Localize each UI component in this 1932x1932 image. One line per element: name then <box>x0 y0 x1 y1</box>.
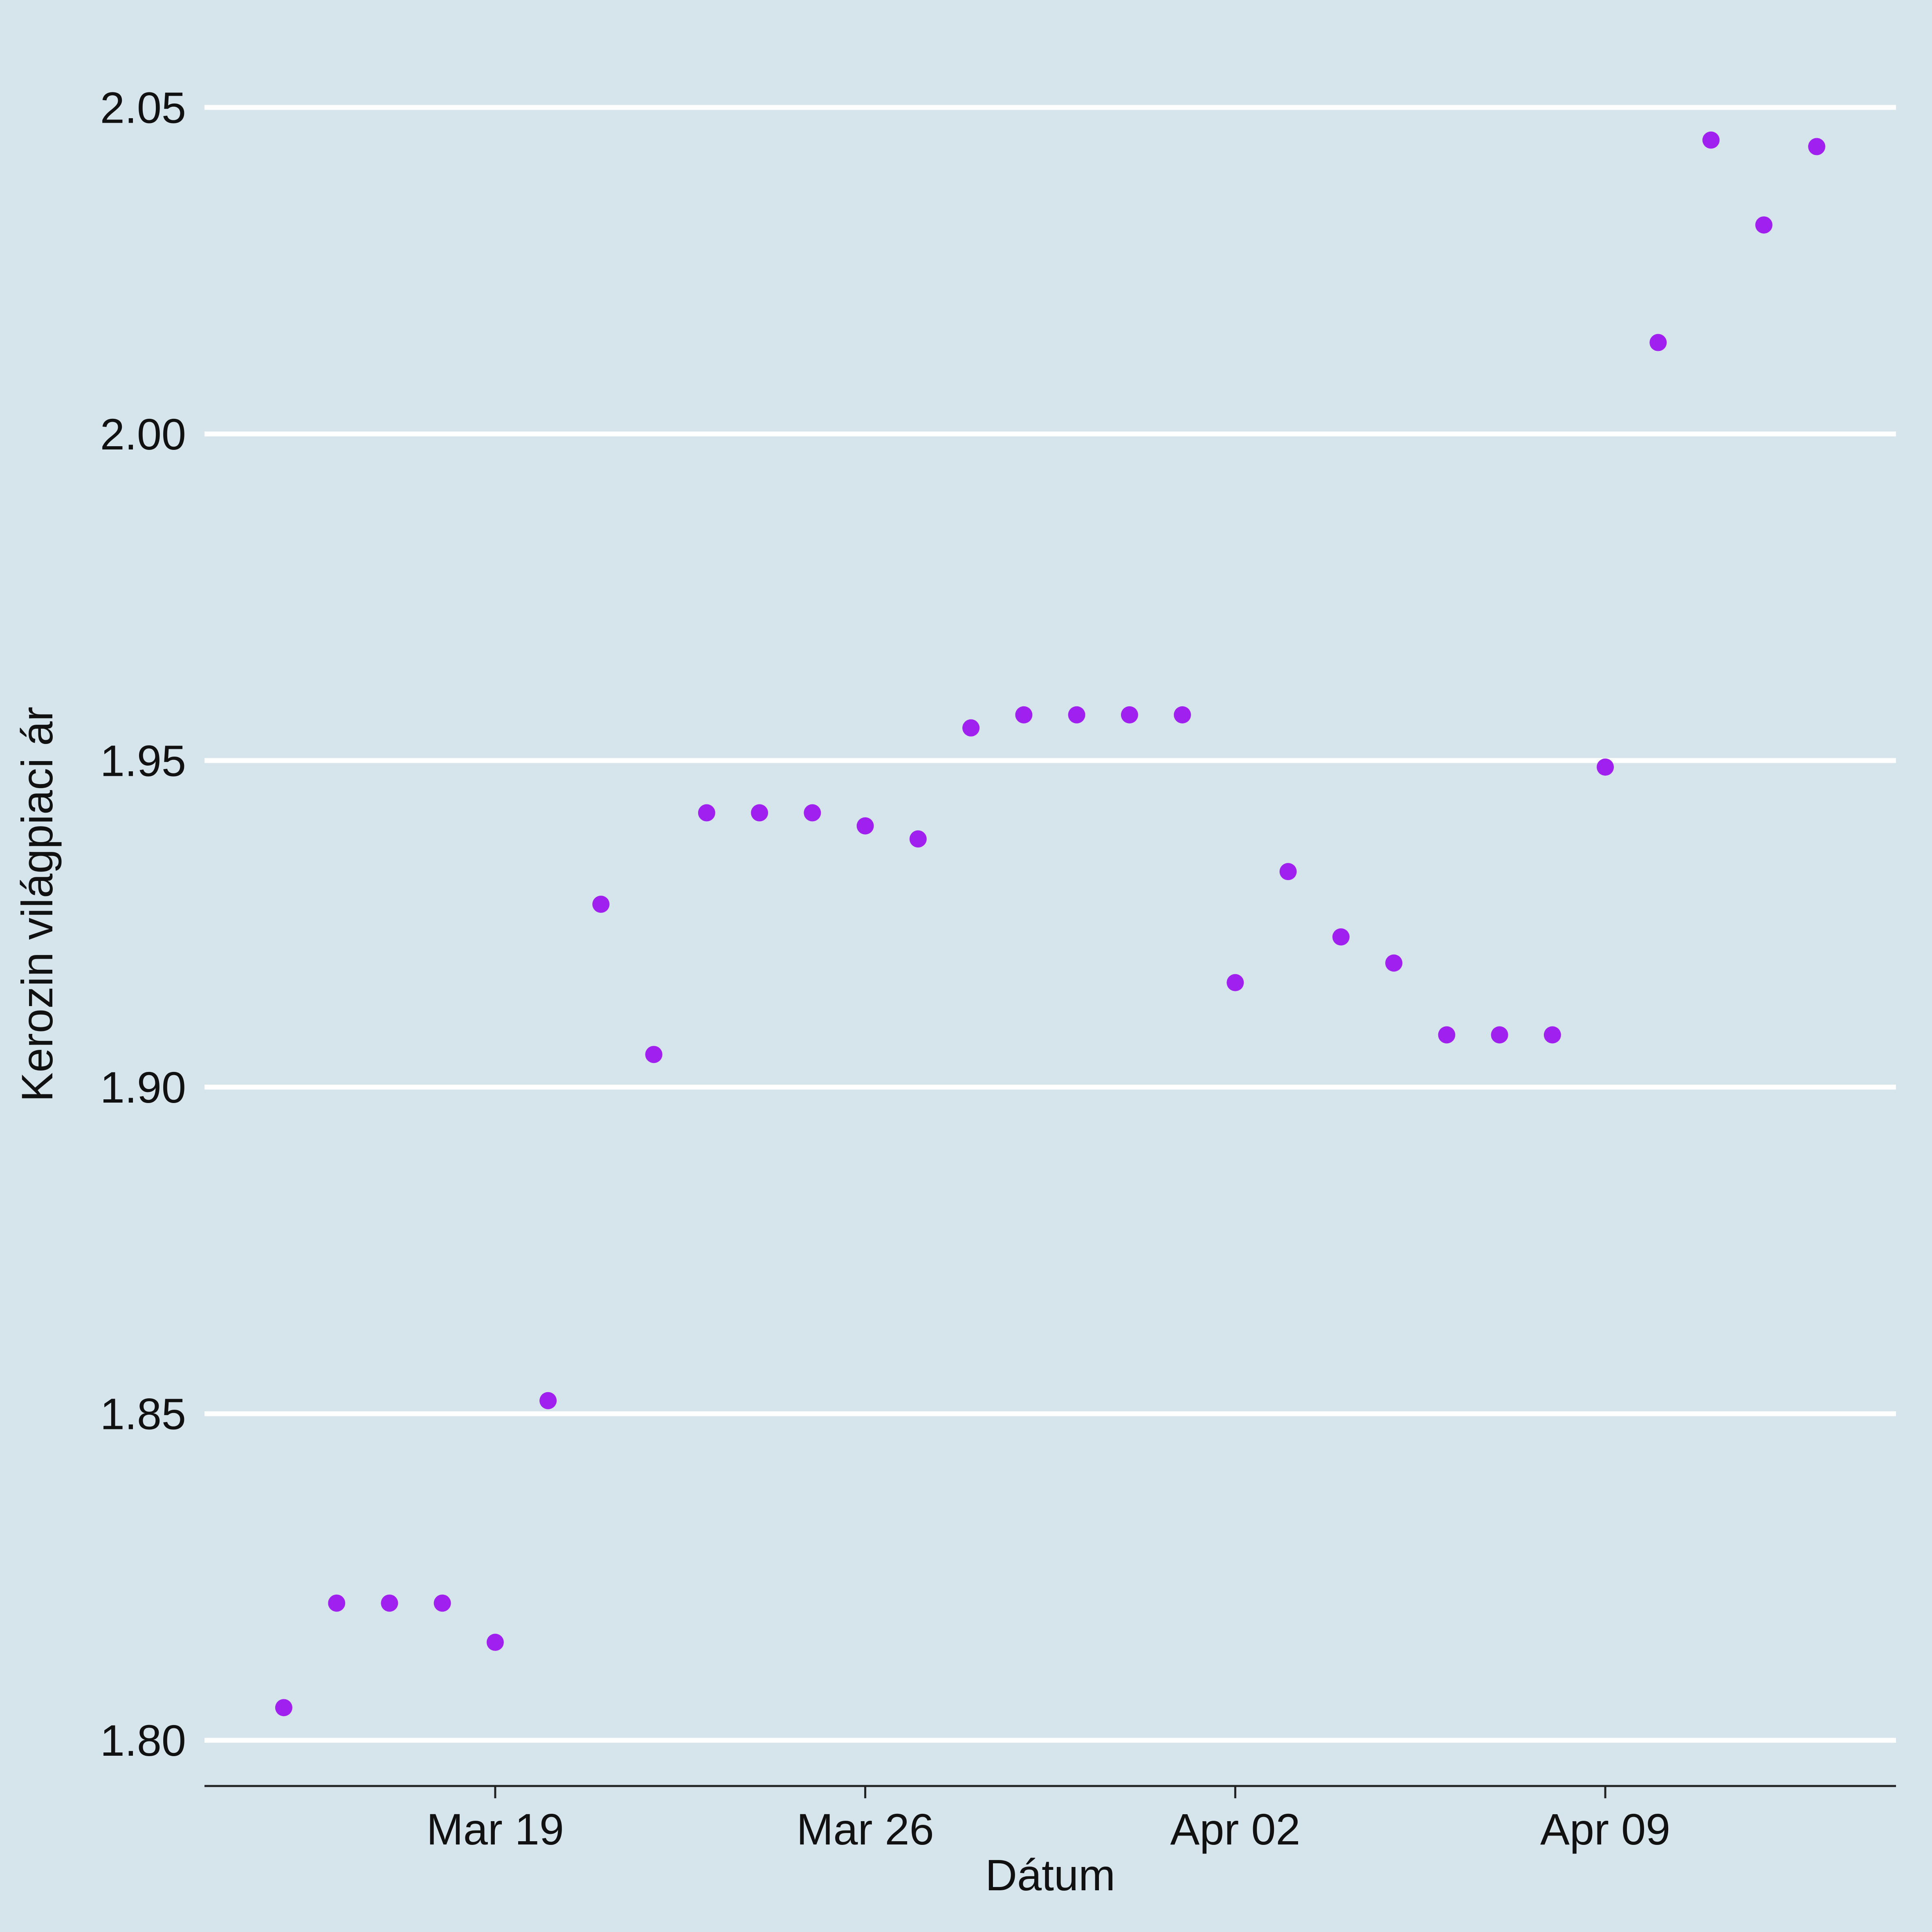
x-tick-label: Mar 26 <box>797 1804 934 1854</box>
data-point <box>962 719 980 737</box>
data-point <box>1227 974 1244 991</box>
data-point <box>1015 706 1033 723</box>
y-tick-label: 1.90 <box>100 1063 186 1112</box>
data-point <box>1649 334 1667 351</box>
data-point <box>1597 758 1614 776</box>
data-point <box>1332 928 1350 946</box>
data-point <box>1385 954 1403 972</box>
y-tick-label: 2.00 <box>100 409 186 459</box>
x-tick-label: Mar 19 <box>427 1804 564 1854</box>
y-axis-tick-labels: 1.80 1.85 1.90 1.95 2.00 2.05 <box>100 83 186 1766</box>
data-point <box>486 1633 504 1651</box>
data-point <box>1808 138 1826 155</box>
data-point <box>1755 216 1772 234</box>
data-point <box>856 817 874 835</box>
x-tick-label: Apr 09 <box>1540 1804 1670 1854</box>
data-point <box>1279 863 1297 881</box>
y-tick-label: 2.05 <box>100 83 186 133</box>
data-points <box>275 131 1826 1716</box>
data-point <box>328 1594 346 1612</box>
data-point <box>539 1392 557 1409</box>
x-axis-ticks: Mar 19 Mar 26 Apr 02 Apr 09 <box>427 1786 1670 1854</box>
data-point <box>698 804 715 822</box>
y-axis-title: Kerozin világpiaci ár <box>12 707 62 1102</box>
data-point <box>751 804 768 822</box>
y-tick-label: 1.85 <box>100 1389 186 1439</box>
data-point <box>1491 1026 1508 1044</box>
data-point <box>275 1699 292 1716</box>
y-tick-label: 1.80 <box>100 1716 186 1765</box>
data-point <box>434 1594 451 1612</box>
data-point <box>1702 131 1720 149</box>
data-point <box>645 1046 663 1063</box>
data-point <box>804 804 821 822</box>
data-point <box>1438 1026 1456 1044</box>
data-point <box>1174 706 1191 723</box>
data-point <box>1068 706 1085 723</box>
x-axis-title: Dátum <box>985 1850 1115 1900</box>
x-tick-label: Apr 02 <box>1170 1804 1300 1854</box>
grid-lines <box>204 105 1896 1743</box>
data-point <box>381 1594 398 1612</box>
data-point <box>909 830 927 848</box>
y-tick-label: 1.95 <box>100 736 186 786</box>
data-point <box>1121 706 1138 723</box>
data-point <box>1543 1026 1561 1044</box>
data-point <box>592 896 610 913</box>
